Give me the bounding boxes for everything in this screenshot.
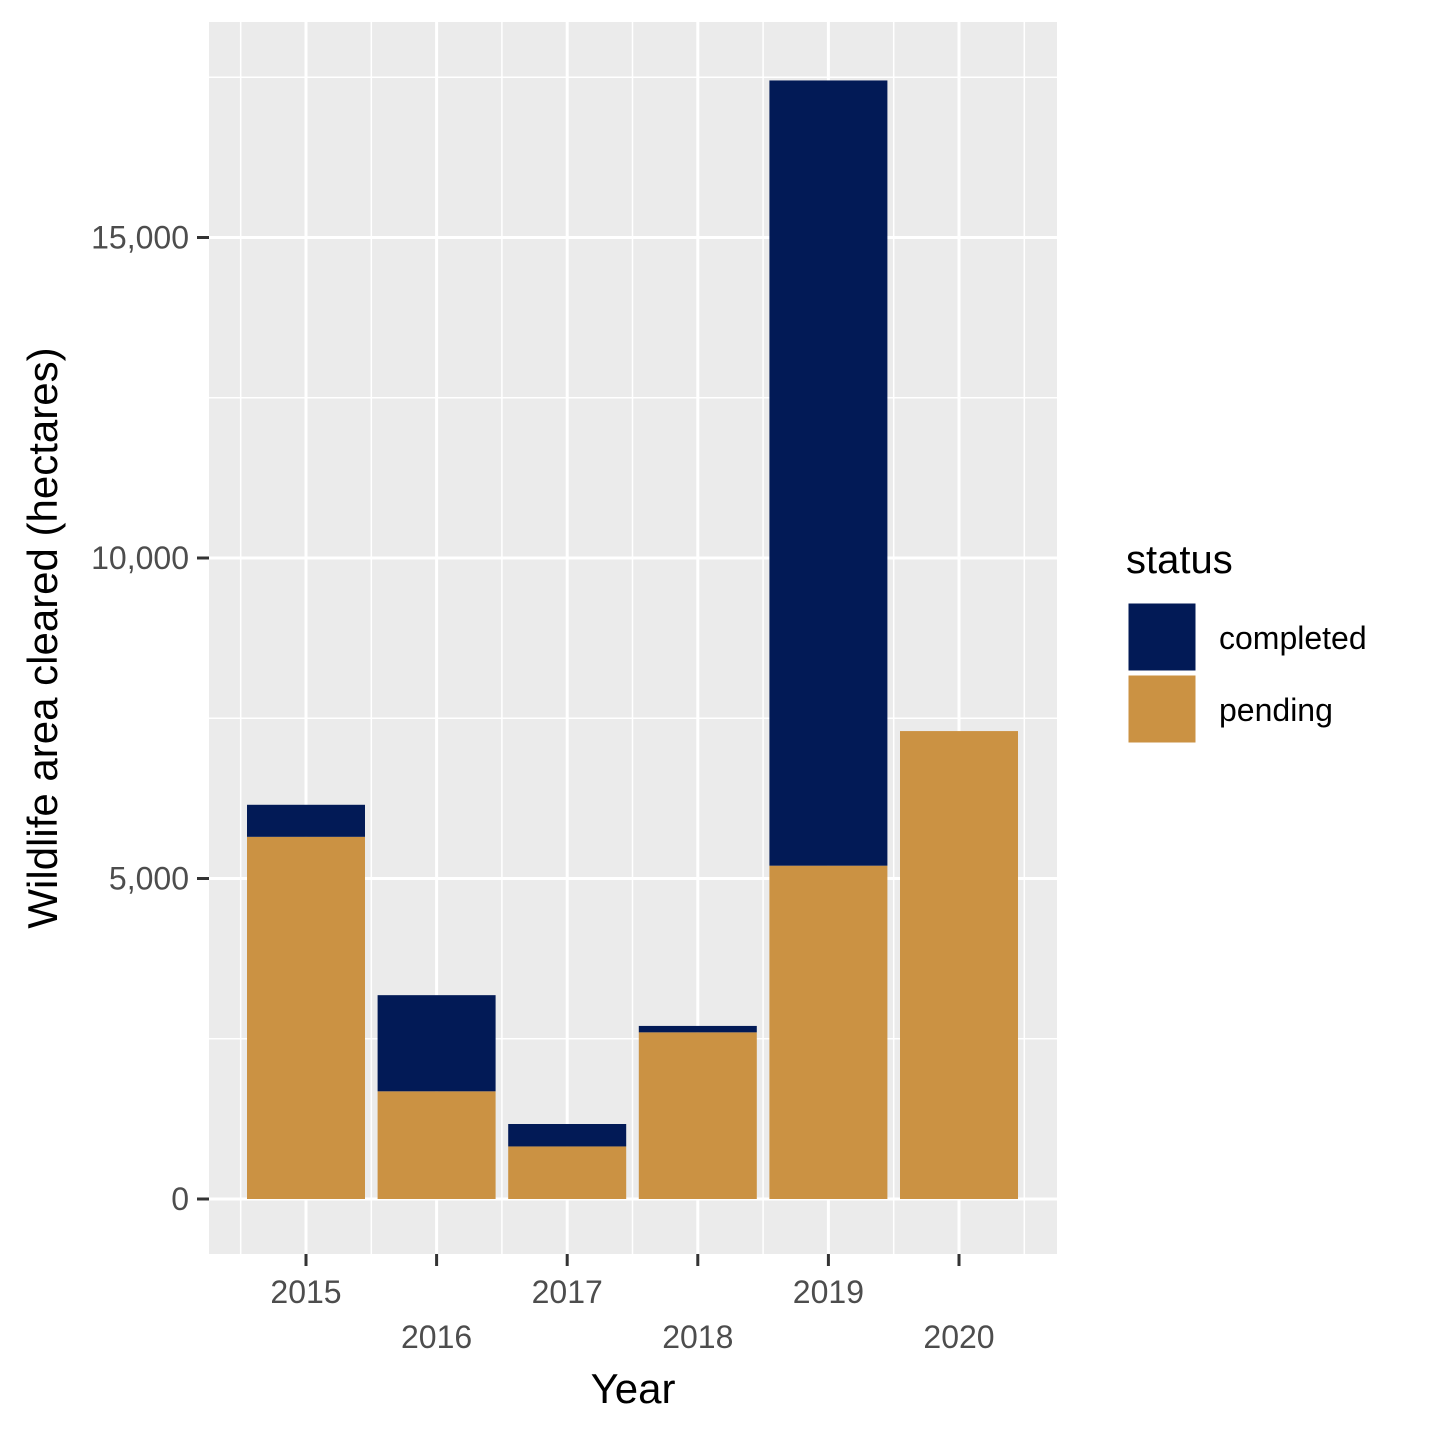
legend: status completed pending [1125,538,1367,746]
x-axis-title: Year [591,1365,676,1412]
bar-completed-2018 [638,1025,757,1033]
legend-title: status [1126,538,1233,582]
bar-completed-2016 [377,995,496,1092]
x-tick-label: 2015 [270,1274,341,1310]
x-tick-label: 2020 [923,1319,994,1355]
bars [247,80,1018,1199]
y-tick-label: 0 [171,1181,189,1217]
y-axis-title: Wildlife area cleared (hectares) [19,347,66,928]
y-tick-label: 10,000 [91,540,189,576]
bar-pending-2017 [508,1146,627,1199]
y-tick-label: 5,000 [109,861,189,897]
bar-completed-2017 [508,1124,627,1147]
axes: 0 5,000 10,000 15,000 2015 2016 2017 2018 2019 20… [91,220,994,1356]
legend-label-completed: completed [1219,620,1367,656]
x-tick-label: 2017 [532,1274,603,1310]
x-tick-label: 2019 [793,1274,864,1310]
x-tick-label: 2016 [401,1319,472,1355]
legend-label-pending: pending [1219,692,1333,728]
legend-key-pending [1125,672,1199,746]
bar-pending-2018 [638,1032,757,1199]
y-tick-label: 15,000 [91,220,189,256]
legend-items: completed pending [1125,600,1367,746]
bar-pending-2016 [377,1091,496,1199]
bar-pending-2015 [247,836,365,1199]
bar-completed-2015 [247,804,365,837]
bar-pending-2020 [900,731,1018,1199]
x-tick-label: 2018 [662,1319,733,1355]
bar-pending-2019 [769,865,888,1199]
bar-completed-2019 [769,80,888,866]
legend-key-completed [1125,600,1199,674]
